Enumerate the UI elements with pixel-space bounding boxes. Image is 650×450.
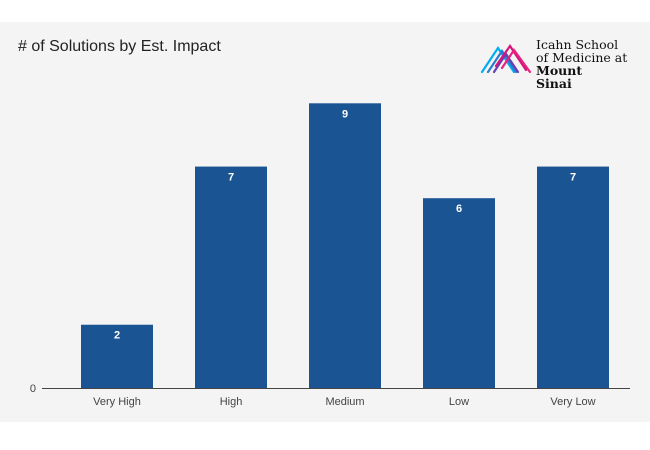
- data-label: 6: [456, 203, 462, 215]
- bar-very-low: [537, 166, 609, 388]
- x-tick-label: Very Low: [550, 396, 595, 408]
- bar-low: [423, 198, 495, 388]
- y-tick-label: 0: [30, 383, 36, 395]
- data-label: 2: [114, 330, 120, 342]
- logo-line-4: Sinai: [536, 76, 572, 91]
- chart-title: # of Solutions by Est. Impact: [18, 38, 221, 55]
- bar-very-high: [81, 324, 153, 388]
- x-tick-label: Low: [449, 396, 469, 408]
- logo-text: Icahn School of Medicine at Mount Sinai: [536, 38, 627, 90]
- x-tick-label: Very High: [93, 396, 141, 408]
- data-label: 7: [570, 172, 576, 184]
- x-tick-label: Medium: [325, 396, 364, 408]
- labels-layer: 2 Very High 7 High 9 Medium 6 Low 7 Very Low 0: [30, 108, 596, 408]
- data-label: 9: [342, 108, 348, 120]
- chart-panel: # of Solutions by Est. Impact Icahn Scho…: [0, 22, 650, 422]
- bar-high: [195, 166, 267, 388]
- logo-mark-icon: [480, 44, 532, 74]
- data-label: 7: [228, 172, 234, 184]
- bar-chart: 2 Very High 7 High 9 Medium 6 Low 7 Very Low 0: [30, 103, 630, 408]
- bars-layer: [81, 103, 609, 388]
- x-tick-label: High: [220, 396, 243, 408]
- bar-medium: [309, 103, 381, 388]
- logo-line-3: Mount: [536, 63, 583, 78]
- logo-line-1: Icahn School: [536, 37, 619, 52]
- institution-logo: Icahn School of Medicine at Mount Sinai: [480, 38, 640, 98]
- logo-line-2: of Medicine at: [536, 50, 628, 65]
